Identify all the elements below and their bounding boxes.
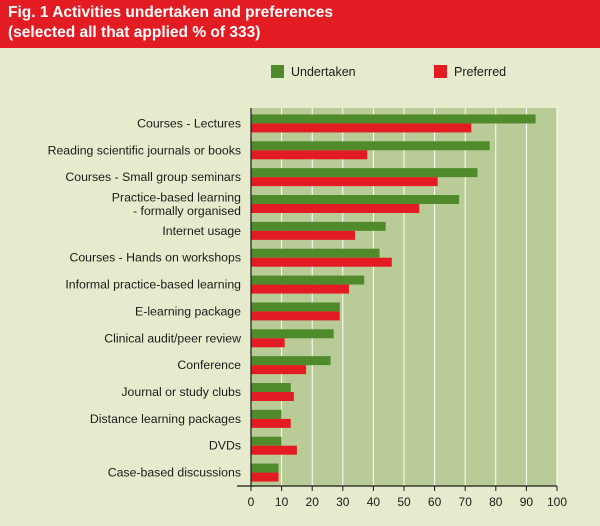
category-label-1: Reading scientific journals or books xyxy=(48,143,241,157)
x-tick-label-90: 90 xyxy=(520,495,534,509)
category-label-0: Courses - Lectures xyxy=(137,116,241,130)
bar-preferred-2 xyxy=(251,177,438,187)
bar-preferred-9 xyxy=(251,365,307,375)
category-label-7: E-learning package xyxy=(135,304,241,318)
bar-preferred-3 xyxy=(251,204,420,213)
bar-undertaken-6 xyxy=(251,275,365,285)
bar-undertaken-10 xyxy=(251,383,291,392)
bar-undertaken-5 xyxy=(251,248,380,258)
bar-undertaken-0 xyxy=(251,114,536,124)
bar-undertaken-11 xyxy=(251,409,282,419)
figure-title-line-1: Fig. 1 Activities undertaken and prefere… xyxy=(8,4,334,21)
bar-preferred-11 xyxy=(251,418,291,428)
x-tick-label-0: 0 xyxy=(248,495,255,509)
category-label-8: Clinical audit/peer review xyxy=(104,331,241,345)
x-tick-label-70: 70 xyxy=(459,495,473,509)
bar-preferred-1 xyxy=(251,150,368,160)
bar-preferred-7 xyxy=(251,311,340,321)
bar-preferred-10 xyxy=(251,392,294,401)
figure-header: Fig. 1 Activities undertaken and prefere… xyxy=(0,0,600,48)
bar-undertaken-12 xyxy=(251,436,282,446)
bar-undertaken-3 xyxy=(251,195,460,204)
category-label-10: Journal or study clubs xyxy=(121,385,241,399)
bar-preferred-12 xyxy=(251,445,297,455)
category-label-2: Courses - Small group seminars xyxy=(65,170,241,184)
x-tick-label-50: 50 xyxy=(397,495,411,509)
category-label-11: Distance learning packages xyxy=(90,412,241,426)
figure-title-line-2: (selected all that applied % of 333) xyxy=(8,24,261,41)
category-label-6: Informal practice-based learning xyxy=(65,278,241,292)
legend-label-undertaken: Undertaken xyxy=(291,65,356,79)
x-tick-label-30: 30 xyxy=(336,495,350,509)
bar-preferred-13 xyxy=(251,472,279,482)
bar-undertaken-8 xyxy=(251,329,334,339)
legend-swatch-preferred xyxy=(434,65,447,78)
bar-undertaken-2 xyxy=(251,168,478,178)
x-tick-label-10: 10 xyxy=(275,495,289,509)
bar-preferred-5 xyxy=(251,257,392,267)
x-tick-label-80: 80 xyxy=(489,495,503,509)
x-tick-label-60: 60 xyxy=(428,495,442,509)
legend-label-preferred: Preferred xyxy=(454,65,506,79)
bar-undertaken-9 xyxy=(251,356,331,366)
category-label-9: Conference xyxy=(177,358,241,372)
legend-swatch-undertaken xyxy=(271,65,284,78)
x-tick-label-100: 100 xyxy=(547,495,567,509)
bar-preferred-6 xyxy=(251,284,349,294)
x-tick-label-20: 20 xyxy=(306,495,320,509)
bar-undertaken-1 xyxy=(251,141,490,151)
x-tick-label-40: 40 xyxy=(367,495,381,509)
category-label-12: DVDs xyxy=(209,439,241,453)
bar-preferred-4 xyxy=(251,230,356,240)
bar-undertaken-13 xyxy=(251,463,279,473)
bar-preferred-0 xyxy=(251,123,472,133)
category-label-4: Internet usage xyxy=(162,224,241,238)
bar-undertaken-4 xyxy=(251,221,386,231)
bar-preferred-8 xyxy=(251,338,285,348)
category-label-5: Courses - Hands on workshops xyxy=(69,251,241,265)
bar-undertaken-7 xyxy=(251,302,340,312)
category-label-3: Practice-based learning - formally organi… xyxy=(112,190,241,218)
category-label-13: Case-based discussions xyxy=(108,466,241,480)
